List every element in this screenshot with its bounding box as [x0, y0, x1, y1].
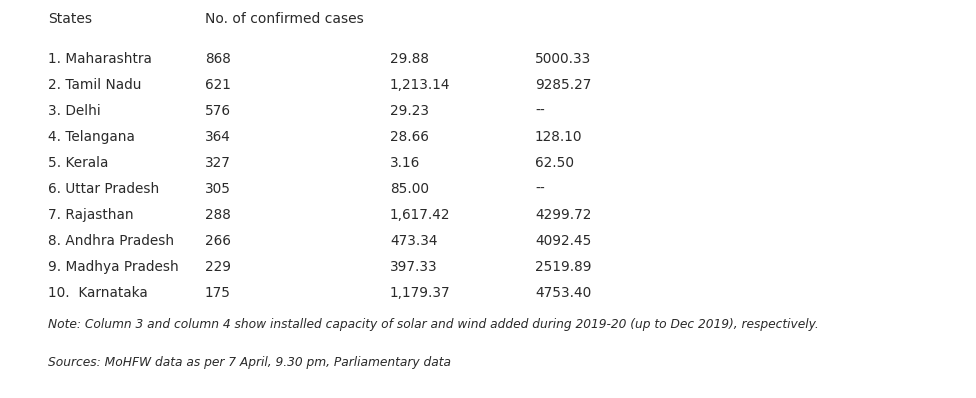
Text: 364: 364 — [205, 130, 231, 144]
Text: 1. Maharashtra: 1. Maharashtra — [48, 52, 152, 66]
Text: 62.50: 62.50 — [535, 156, 574, 170]
Text: 397.33: 397.33 — [390, 260, 437, 274]
Text: 4299.72: 4299.72 — [535, 208, 591, 222]
Text: 3.16: 3.16 — [390, 156, 421, 170]
Text: 266: 266 — [205, 234, 231, 248]
Text: 175: 175 — [205, 286, 231, 300]
Text: 8. Andhra Pradesh: 8. Andhra Pradesh — [48, 234, 174, 248]
Text: 128.10: 128.10 — [535, 130, 583, 144]
Text: 4092.45: 4092.45 — [535, 234, 591, 248]
Text: 7. Rajasthan: 7. Rajasthan — [48, 208, 134, 222]
Text: 6. Uttar Pradesh: 6. Uttar Pradesh — [48, 182, 159, 196]
Text: 1,213.14: 1,213.14 — [390, 78, 451, 92]
Text: 473.34: 473.34 — [390, 234, 437, 248]
Text: 1,617.42: 1,617.42 — [390, 208, 451, 222]
Text: 9. Madhya Pradesh: 9. Madhya Pradesh — [48, 260, 179, 274]
Text: 9285.27: 9285.27 — [535, 78, 591, 92]
Text: 3. Delhi: 3. Delhi — [48, 104, 101, 118]
Text: 29.88: 29.88 — [390, 52, 429, 66]
Text: 621: 621 — [205, 78, 231, 92]
Text: 1,179.37: 1,179.37 — [390, 286, 451, 300]
Text: 2. Tamil Nadu: 2. Tamil Nadu — [48, 78, 142, 92]
Text: No. of confirmed cases: No. of confirmed cases — [205, 12, 364, 26]
Text: 576: 576 — [205, 104, 231, 118]
Text: 305: 305 — [205, 182, 231, 196]
Text: 2519.89: 2519.89 — [535, 260, 591, 274]
Text: States: States — [48, 12, 92, 26]
Text: --: -- — [535, 182, 545, 196]
Text: --: -- — [535, 104, 545, 118]
Text: 85.00: 85.00 — [390, 182, 429, 196]
Text: 29.23: 29.23 — [390, 104, 429, 118]
Text: Note: Column 3 and column 4 show installed capacity of solar and wind added duri: Note: Column 3 and column 4 show install… — [48, 318, 819, 331]
Text: 327: 327 — [205, 156, 231, 170]
Text: 4. Telangana: 4. Telangana — [48, 130, 135, 144]
Text: 5000.33: 5000.33 — [535, 52, 591, 66]
Text: 868: 868 — [205, 52, 231, 66]
Text: 288: 288 — [205, 208, 231, 222]
Text: 229: 229 — [205, 260, 231, 274]
Text: 10.  Karnataka: 10. Karnataka — [48, 286, 147, 300]
Text: 5. Kerala: 5. Kerala — [48, 156, 108, 170]
Text: 28.66: 28.66 — [390, 130, 428, 144]
Text: 4753.40: 4753.40 — [535, 286, 591, 300]
Text: Sources: MoHFW data as per 7 April, 9.30 pm, Parliamentary data: Sources: MoHFW data as per 7 April, 9.30… — [48, 356, 451, 369]
